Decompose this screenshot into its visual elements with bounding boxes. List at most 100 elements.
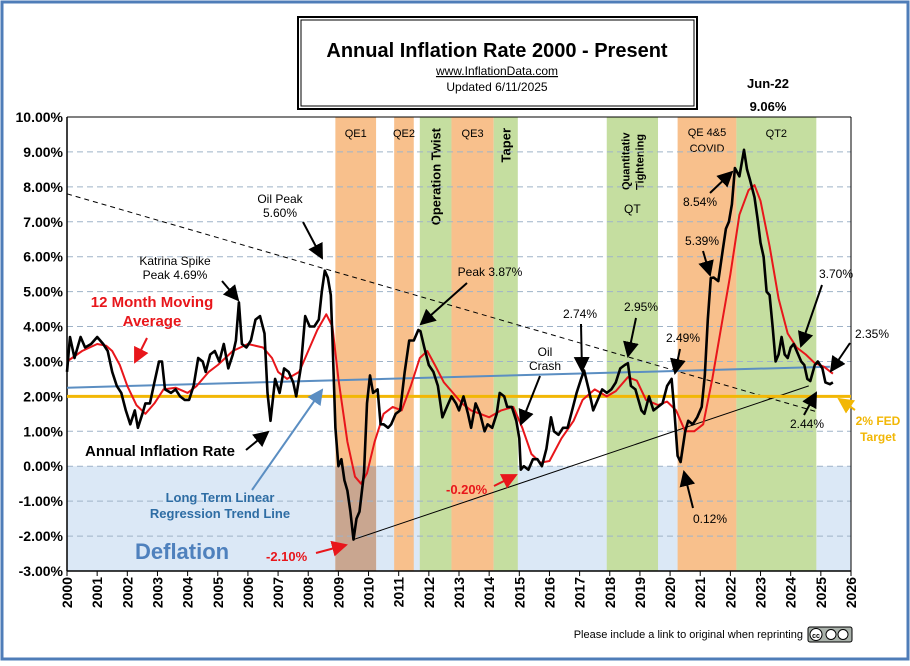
band-label-6: QT [624, 202, 641, 216]
band-4 [493, 117, 518, 571]
regression-label-2: Regression Trend Line [150, 506, 290, 521]
series-moving-average [66, 184, 834, 485]
value-2018-label: 2.95% [624, 300, 658, 314]
value-2024a-label: 3.70% [819, 267, 853, 281]
y-tick-10: 0.00% [23, 458, 63, 474]
chart-url[interactable]: www.InflationData.com [435, 64, 558, 78]
band-8 [736, 117, 817, 571]
katrina-value: Peak 4.69% [143, 268, 208, 282]
x-tick-22: 2022 [722, 577, 738, 608]
arrow-2020b [679, 470, 696, 509]
x-tick-0: 2000 [59, 577, 75, 608]
oil-peak-value: 5.60% [263, 206, 297, 220]
arrow-2024b [802, 391, 817, 416]
dashed-trend-line [66, 193, 818, 413]
band-label-2: Operation Twist [429, 127, 444, 225]
svg-text:cc: cc [812, 633, 820, 640]
x-tick-4: 2004 [180, 577, 196, 608]
x-tick-10: 2010 [361, 577, 377, 608]
low-2009-label: -2.10% [266, 549, 308, 564]
x-tick-3: 2003 [149, 577, 165, 608]
y-tick-9: 1.00% [23, 423, 63, 439]
x-tick-8: 2008 [300, 577, 316, 608]
x-tick-2: 2002 [119, 577, 135, 608]
x-tick-9: 2009 [330, 577, 346, 608]
chart-updated: Updated 6/11/2025 [446, 80, 548, 94]
x-tick-20: 2020 [662, 577, 678, 608]
fed-target-label-1: 2% FED [856, 414, 901, 428]
annual-rate-label: Annual Inflation Rate [85, 443, 235, 460]
arrow-low-2009 [315, 540, 348, 557]
katrina-label: Katrina Spike [139, 254, 211, 268]
x-tick-17: 2017 [572, 577, 588, 608]
x-tick-15: 2015 [511, 577, 527, 608]
arrow-2022a [709, 170, 734, 194]
value-2017-label: 2.74% [563, 307, 597, 321]
x-tick-1: 2001 [89, 577, 105, 608]
series-annual-inflation [65, 148, 834, 541]
oil-crash-label-2: Crash [529, 359, 561, 373]
x-tick-7: 2007 [270, 577, 286, 608]
x-tick-26: 2026 [843, 577, 859, 608]
x-tick-labels: 2000 2001 2002 2003 2004 2005 2006 2007 2008 2009… [59, 571, 859, 608]
moving-average-label-2: Average [123, 313, 182, 330]
low-2015-label: -0.20% [446, 482, 488, 497]
x-tick-12: 2012 [421, 577, 437, 608]
title-box: Annual Inflation Rate 2000 - Present www… [297, 16, 698, 110]
x-tick-25: 2025 [813, 577, 829, 608]
band-label-7: QE 4&5 [688, 127, 727, 139]
value-2021-label: 5.39% [685, 234, 719, 248]
y-tick-8: 2.00% [23, 388, 63, 404]
value-2020b-label: 0.12% [693, 512, 727, 526]
x-tick-14: 2014 [481, 577, 497, 608]
band-label-7b: COVID [690, 143, 725, 155]
jun22-label: Jun-22 [747, 76, 789, 91]
footer-note: Please include a link to original when r… [574, 629, 803, 641]
series-lines [65, 148, 834, 541]
band-label-4: Taper [499, 128, 514, 162]
cc-license-icon[interactable]: cc [807, 626, 853, 643]
x-tick-23: 2023 [753, 577, 769, 608]
y-tick-12: -2.00% [19, 528, 64, 544]
fed-target-label-2: Target [860, 430, 896, 444]
y-tick-11: -1.00% [19, 493, 64, 509]
arrow-annual [245, 430, 270, 451]
y-tick-labels: 10.00% 9.00% 8.00% 7.00% 6.00% 5.00% 4.00% 3.00… [16, 109, 64, 579]
x-tick-6: 2006 [240, 577, 256, 608]
x-tick-13: 2013 [451, 577, 467, 608]
arrow-moving-avg [134, 337, 149, 364]
moving-average-label-1: 12 Month Moving [91, 294, 214, 311]
annotation-arrows [134, 170, 856, 557]
value-2022a-label: 8.54% [683, 195, 717, 209]
arrow-oil-peak [302, 221, 323, 260]
band-label-8: QT2 [766, 128, 787, 140]
y-tick-13: -3.00% [19, 563, 64, 579]
oil-crash-label-1: Oil [538, 345, 553, 359]
arrow-katrina [221, 280, 240, 302]
band-3 [451, 117, 494, 571]
y-tick-5: 5.00% [23, 284, 63, 300]
x-tick-16: 2016 [541, 577, 557, 608]
arrow-fed-target [837, 397, 856, 414]
x-tick-19: 2019 [632, 577, 648, 608]
y-tick-4: 6.00% [23, 249, 63, 265]
arrow-2025 [829, 342, 851, 373]
band-label-1: QE2 [393, 128, 415, 140]
x-tick-5: 2005 [210, 577, 226, 608]
x-tick-11: 2011 [391, 577, 407, 608]
annotations: Oil Peak 5.60% Katrina Spike Peak 4.69% … [85, 76, 901, 564]
band-label-5: Quantitativ [620, 132, 632, 190]
value-2022b-label: 9.06% [750, 99, 787, 114]
value-2020a-label: 2.49% [666, 331, 700, 345]
peak-2011-label: Peak 3.87% [458, 265, 523, 279]
value-2024b-label: 2.44% [790, 417, 824, 431]
regression-label-1: Long Term Linear [166, 490, 275, 505]
arrow-peak-2011 [419, 282, 468, 326]
x-tick-24: 2024 [783, 577, 799, 608]
band-1 [394, 117, 414, 571]
arrow-2020a [670, 348, 686, 375]
policy-bands: QE1 QE2 Operation Twist QE3 Taper Quantitativ… [335, 117, 817, 571]
trend-lines [66, 193, 851, 541]
